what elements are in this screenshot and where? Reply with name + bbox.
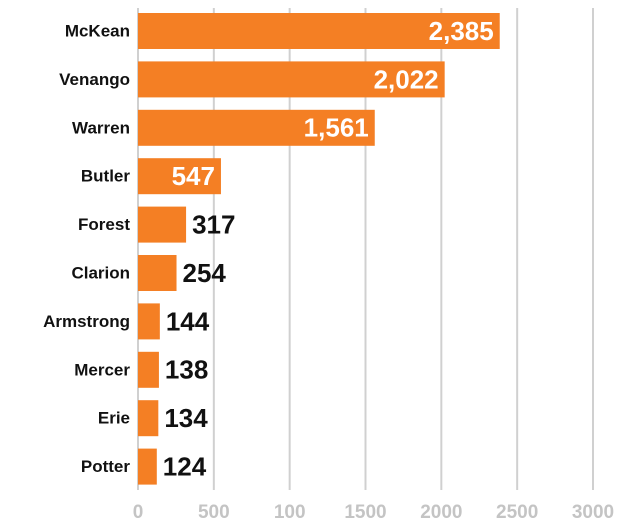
value-label: 134: [164, 403, 208, 433]
category-label: Clarion: [71, 263, 130, 282]
x-tick-label: 2500: [496, 502, 538, 523]
category-label: Mercer: [74, 360, 130, 379]
x-tick-label: 0: [133, 502, 144, 523]
category-label: Venango: [59, 70, 130, 89]
value-label: 317: [192, 209, 235, 239]
bar: [138, 255, 177, 291]
x-tick-label: 2000: [420, 502, 462, 523]
bar: [138, 13, 500, 49]
bar: [138, 351, 159, 388]
bar: [138, 109, 375, 146]
value-label: 1,561: [304, 113, 369, 143]
category-label: Armstrong: [43, 312, 130, 331]
category-label: McKean: [65, 21, 130, 40]
value-label: 2,385: [429, 16, 494, 46]
x-tick-label: 1500: [344, 502, 386, 523]
bar: [138, 448, 157, 485]
category-label: Warren: [72, 118, 130, 137]
bar: [138, 303, 160, 340]
category-label: Butler: [81, 167, 131, 186]
bar: [138, 206, 187, 243]
value-label: 124: [163, 451, 207, 481]
x-tick-label: 100: [274, 502, 306, 523]
category-label: Potter: [81, 457, 131, 476]
value-label: 144: [166, 306, 210, 336]
value-label: 2,022: [374, 64, 439, 94]
category-label: Erie: [98, 409, 130, 428]
value-label: 254: [183, 258, 227, 288]
bar: [138, 61, 445, 98]
category-label: Forest: [78, 215, 130, 234]
x-tick-label: 3000: [572, 502, 614, 523]
bar: [138, 158, 221, 195]
bar: [138, 400, 159, 437]
value-label: 138: [165, 355, 208, 385]
value-label: 547: [172, 161, 215, 191]
x-tick-label: 500: [198, 502, 230, 523]
